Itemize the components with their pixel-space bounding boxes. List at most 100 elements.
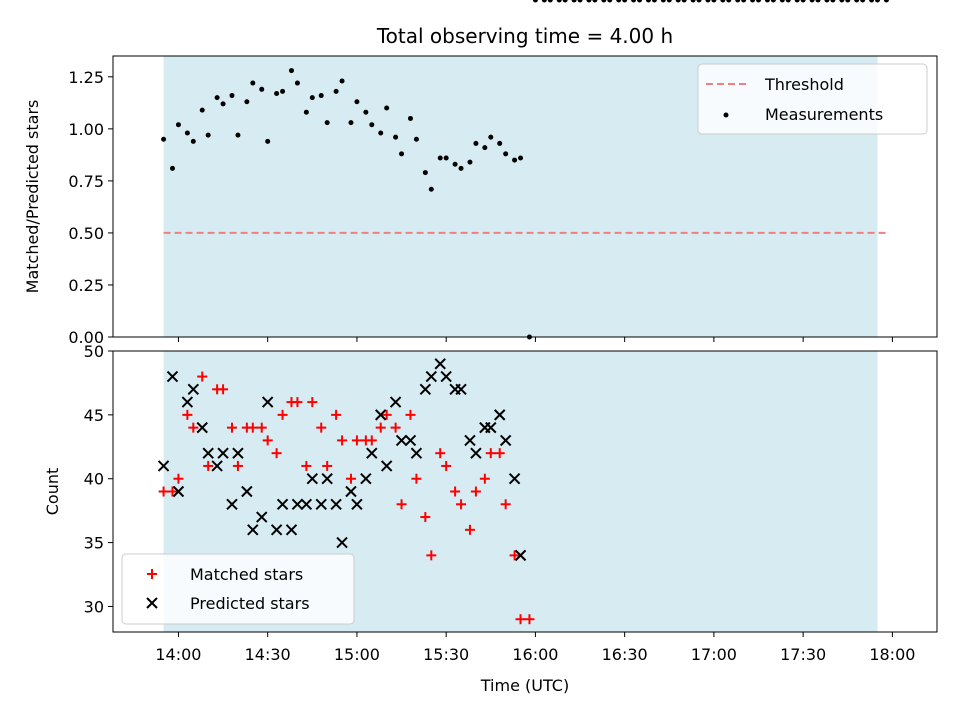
measurement-point-37 xyxy=(437,155,443,161)
predicted-star-point-32 xyxy=(395,434,408,447)
measurement-point-15 xyxy=(274,90,280,96)
matched-star-point-16 xyxy=(277,409,288,420)
top-legend: Threshold Measurements xyxy=(697,63,928,135)
measurement-point-59 xyxy=(601,0,607,3)
matched-star-point-15 xyxy=(271,448,282,459)
measurement-point-33 xyxy=(407,115,413,121)
matched-star-point-44 xyxy=(485,448,496,459)
measurement-point-10 xyxy=(235,132,241,138)
legend-threshold-label: Threshold xyxy=(764,75,844,94)
predicted-star-point-31 xyxy=(389,396,402,408)
matched-star-point-36 xyxy=(426,550,437,561)
bottom-panel: 30 35 40 45 50 14:00 14:30 15:00 15:30 16:00 16:3… xyxy=(43,342,938,695)
matched-star-point-34 xyxy=(411,473,422,484)
measurement-point-63 xyxy=(631,0,637,3)
measurement-point-12 xyxy=(250,80,256,86)
predicted-star-point-4 xyxy=(187,383,200,396)
chart-title: Total observing time = 4.00 h xyxy=(376,24,673,48)
top-ytick-label-2: 0.50 xyxy=(68,224,104,243)
measurement-point-57 xyxy=(586,0,592,3)
measurement-point-9 xyxy=(229,93,235,99)
measurement-point-45 xyxy=(497,140,503,146)
matched-star-point-43 xyxy=(479,473,490,484)
matched-star-point-48 xyxy=(515,614,526,625)
measurement-point-96 xyxy=(875,0,881,3)
legend-measurements-label: Measurements xyxy=(765,105,883,124)
matched-star-point-4 xyxy=(188,422,199,433)
measurement-point-93 xyxy=(854,0,860,3)
predicted-star-point-35 xyxy=(419,383,432,396)
matched-star-point-31 xyxy=(390,422,401,433)
measurement-point-48 xyxy=(518,155,524,161)
matched-star-point-47 xyxy=(509,550,520,561)
xtick-label-2: 15:00 xyxy=(334,645,380,664)
matched-star-point-8 xyxy=(218,384,229,395)
matched-star-point-39 xyxy=(450,486,461,497)
xtick-label-7: 17:30 xyxy=(780,645,826,664)
measurement-point-72 xyxy=(696,0,702,3)
xlabel: Time (UTC) xyxy=(480,676,569,695)
measurement-point-19 xyxy=(303,109,309,115)
measurement-point-73 xyxy=(705,0,711,3)
predicted-star-point-19 xyxy=(300,498,313,510)
matched-star-point-35 xyxy=(420,512,431,523)
measurement-point-13 xyxy=(259,86,265,92)
measurement-point-91 xyxy=(839,0,845,3)
measurement-point-66 xyxy=(651,0,657,3)
measurement-point-65 xyxy=(645,0,651,3)
measurement-point-24 xyxy=(339,78,345,84)
predicted-star-point-48 xyxy=(514,549,527,562)
measurement-point-18 xyxy=(294,80,300,86)
predicted-star-point-36 xyxy=(425,370,438,383)
measurement-point-70 xyxy=(681,0,687,3)
predicted-star-point-13 xyxy=(256,511,268,523)
predicted-star-point-28 xyxy=(366,447,378,459)
measurement-point-41 xyxy=(467,159,473,165)
measurement-point-7 xyxy=(214,95,220,101)
measurement-point-75 xyxy=(720,0,726,3)
bottom-legend-box xyxy=(121,553,355,625)
measurement-point-42 xyxy=(473,140,479,146)
top-ytick-label-1: 0.25 xyxy=(68,276,104,295)
measurement-point-47 xyxy=(512,157,518,163)
top-plot-frame xyxy=(112,55,938,338)
measurement-point-85 xyxy=(794,0,800,3)
matched-star-point-37 xyxy=(435,448,446,459)
measurement-point-77 xyxy=(735,0,741,3)
measurement-point-32 xyxy=(399,151,405,157)
matched-star-point-26 xyxy=(351,435,362,446)
top-ylabel: Matched/Predicted stars xyxy=(23,100,42,294)
predicted-star-point-5 xyxy=(196,421,208,434)
measurement-point-6 xyxy=(205,132,211,138)
measurement-point-69 xyxy=(675,0,681,3)
measurement-point-86 xyxy=(800,0,806,3)
measurement-point-2 xyxy=(175,122,181,128)
predicted-star-point-21 xyxy=(315,498,327,510)
predicted-star-point-15 xyxy=(270,524,283,536)
measurement-point-0 xyxy=(161,136,167,142)
measurement-point-14 xyxy=(265,138,271,144)
predicted-star-point-47 xyxy=(508,473,521,485)
measurement-point-8 xyxy=(220,101,226,107)
matched-star-point-18 xyxy=(292,397,303,408)
measurement-point-51 xyxy=(541,0,547,3)
measurement-point-64 xyxy=(637,0,643,3)
predicted-star-point-46 xyxy=(499,434,512,447)
measurement-point-35 xyxy=(422,170,428,176)
measurement-point-87 xyxy=(809,0,815,3)
measurement-point-54 xyxy=(562,0,568,3)
predicted-star-point-23 xyxy=(330,498,342,510)
matched-star-point-23 xyxy=(331,409,342,420)
bottom-ylabel: Count xyxy=(43,468,62,516)
predicted-star-point-10 xyxy=(232,447,244,459)
measurement-point-27 xyxy=(363,109,369,115)
measurement-point-50 xyxy=(532,0,538,3)
matched-star-point-12 xyxy=(247,422,258,433)
measurement-point-39 xyxy=(452,161,458,167)
matched-star-point-5 xyxy=(197,371,208,382)
predicted-star-point-9 xyxy=(226,498,238,510)
predicted-star-point-38 xyxy=(440,370,452,383)
predicted-star-point-6 xyxy=(202,447,214,459)
matched-star-point-19 xyxy=(301,460,312,471)
